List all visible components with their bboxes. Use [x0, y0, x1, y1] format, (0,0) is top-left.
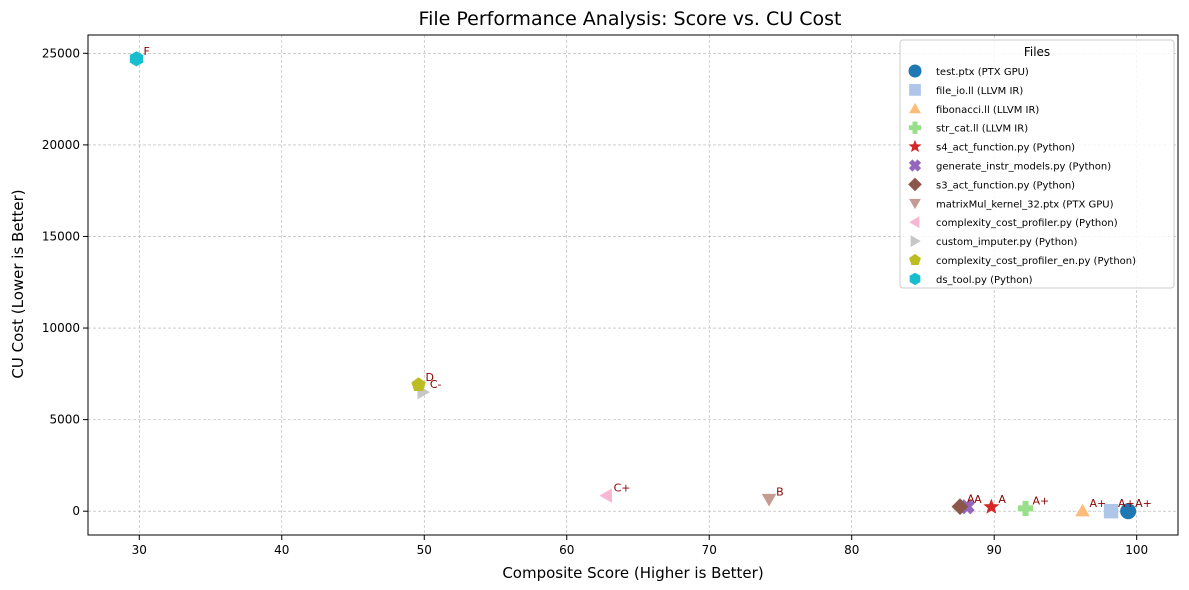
data-label: A+	[1118, 497, 1135, 510]
y-tick-label: 25000	[42, 46, 80, 60]
legend-label: s4_act_function.py (Python)	[936, 143, 1075, 154]
data-point	[761, 493, 777, 507]
x-tick-label: 90	[987, 543, 1002, 557]
x-tick-label: 70	[702, 543, 717, 557]
legend-label: matrixMul_kernel_32.ptx (PTX GPU)	[936, 199, 1114, 210]
data-point	[129, 51, 144, 67]
data-label: C+	[614, 482, 631, 495]
data-label: A+	[1090, 497, 1107, 510]
data-label: A+	[1135, 497, 1152, 510]
x-tick-label: 60	[559, 543, 574, 557]
legend-label: file_io.ll (LLVM IR)	[936, 86, 1023, 97]
data-label: D	[426, 371, 434, 384]
data-label: B	[776, 485, 784, 498]
data-point	[411, 377, 426, 391]
data-points	[129, 51, 1137, 520]
legend-marker	[909, 102, 921, 114]
legend-label: test.ptx (PTX GPU)	[936, 67, 1029, 78]
x-tick-label: 30	[132, 543, 147, 557]
legend-marker	[908, 177, 922, 192]
y-tick-label: 5000	[49, 413, 80, 427]
plot-area	[87, 34, 1179, 536]
data-point	[1120, 503, 1137, 520]
legend-label: fibonacci.ll (LLVM IR)	[936, 105, 1039, 116]
legend-label: complexity_cost_profiler.py (Python)	[936, 218, 1118, 229]
grid-lines	[88, 35, 1178, 535]
legend-marker	[909, 253, 921, 265]
x-tick-label: 100	[1125, 543, 1148, 557]
legend-marker	[909, 272, 921, 286]
legend-label: generate_instr_models.py (Python)	[936, 162, 1111, 173]
legend-marker	[909, 198, 921, 210]
x-tick-label: 50	[417, 543, 432, 557]
x-axis-label: Composite Score (Higher is Better)	[502, 564, 763, 582]
y-tick-label: 15000	[42, 229, 80, 243]
legend-label: str_cat.ll (LLVM IR)	[936, 124, 1028, 135]
chart-title: File Performance Analysis: Score vs. CU …	[419, 8, 842, 30]
legend-marker	[908, 64, 922, 78]
legend-marker	[908, 139, 922, 153]
data-point	[1075, 503, 1090, 517]
legend-label: ds_tool.py (Python)	[936, 275, 1033, 286]
data-point	[1103, 503, 1119, 519]
legend-entries: test.ptx (PTX GPU) file_io.ll (LLVM IR) fi…	[908, 64, 1136, 286]
data-label: A+	[1033, 494, 1050, 507]
legend-box	[899, 39, 1175, 289]
legend-marker	[909, 84, 921, 96]
data-point	[951, 498, 969, 516]
legend-label: complexity_cost_profiler_en.py (Python)	[936, 256, 1136, 267]
y-tick-label: 10000	[42, 321, 80, 335]
axis-ticks: 30 40 50 60 70 80 90 100 0 5000 10000 15000 20000 250…	[42, 46, 1148, 557]
y-tick-label: 0	[72, 504, 80, 518]
legend-marker	[909, 216, 920, 229]
x-tick-label: 80	[844, 543, 859, 557]
data-label: A	[974, 493, 982, 506]
data-point	[1017, 500, 1034, 517]
data-label: A	[998, 493, 1006, 506]
legend: Files test.ptx (PTX GPU) file_io.ll (LLVM…	[899, 39, 1175, 289]
legend-marker	[908, 121, 922, 134]
legend-title: Files	[1024, 45, 1050, 59]
legend-label: s3_act_function.py (Python)	[936, 180, 1075, 191]
x-tick-label: 40	[274, 543, 289, 557]
data-point	[599, 488, 613, 503]
data-label: F	[143, 45, 149, 58]
data-point	[983, 498, 1000, 514]
data-label: A	[967, 493, 975, 506]
data-label: C-	[430, 378, 442, 391]
legend-marker	[908, 159, 922, 172]
y-tick-label: 20000	[42, 138, 80, 152]
legend-label: custom_imputer.py (Python)	[936, 237, 1077, 248]
legend-marker	[910, 235, 921, 248]
y-axis-label: CU Cost (Lower is Better)	[9, 189, 27, 378]
